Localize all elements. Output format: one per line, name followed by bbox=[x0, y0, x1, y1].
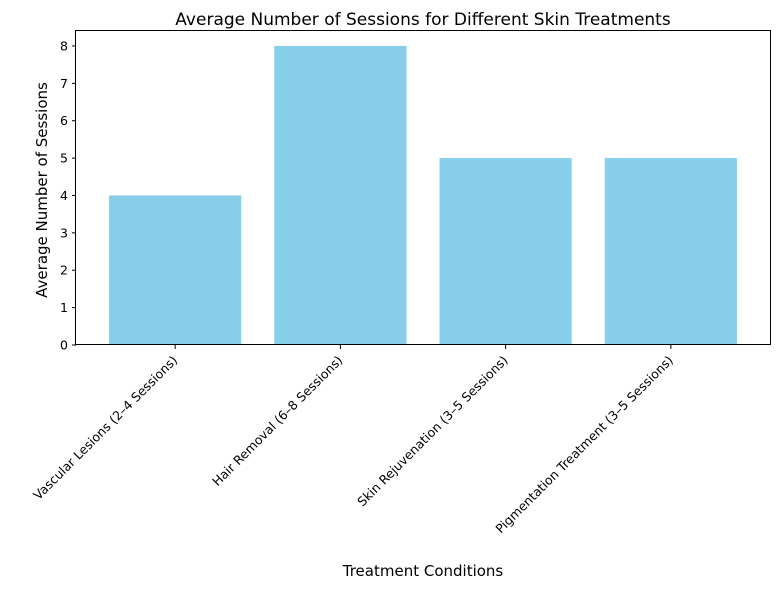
chart-title: Average Number of Sessions for Different… bbox=[175, 10, 671, 30]
y-tick-label: 1 bbox=[60, 300, 68, 315]
x-tick-label: Vascular Lesions (2–4 Sessions) bbox=[30, 353, 180, 503]
bar bbox=[439, 158, 572, 345]
x-axis-label: Treatment Conditions bbox=[342, 562, 504, 580]
y-axis-label: Average Number of Sessions bbox=[33, 82, 51, 298]
plot-area bbox=[75, 30, 771, 345]
y-axis: 0 1 2 3 4 5 6 7 8 bbox=[60, 38, 76, 353]
y-tick-label: 4 bbox=[60, 188, 68, 203]
y-tick-label: 5 bbox=[60, 151, 68, 166]
x-tick-label: Hair Removal (6–8 Sessions) bbox=[209, 353, 345, 489]
bars bbox=[109, 45, 737, 345]
bar bbox=[604, 158, 737, 345]
y-tick-label: 7 bbox=[60, 76, 68, 91]
x-tick-label: Pigmentation Treatment (3–5 Sessions) bbox=[492, 353, 676, 537]
bar bbox=[109, 195, 242, 345]
plot-frame bbox=[75, 30, 771, 345]
y-tick-label: 2 bbox=[60, 263, 68, 278]
y-tick-label: 0 bbox=[60, 338, 68, 353]
y-tick-label: 8 bbox=[60, 38, 68, 53]
y-tick-label: 3 bbox=[60, 225, 68, 240]
y-tick-label: 6 bbox=[60, 113, 68, 128]
x-axis: Vascular Lesions (2–4 Sessions) Hair Remo… bbox=[30, 345, 676, 536]
x-tick-label: Skin Rejuvenation (3–5 Sessions) bbox=[354, 353, 511, 510]
bar bbox=[274, 45, 407, 345]
